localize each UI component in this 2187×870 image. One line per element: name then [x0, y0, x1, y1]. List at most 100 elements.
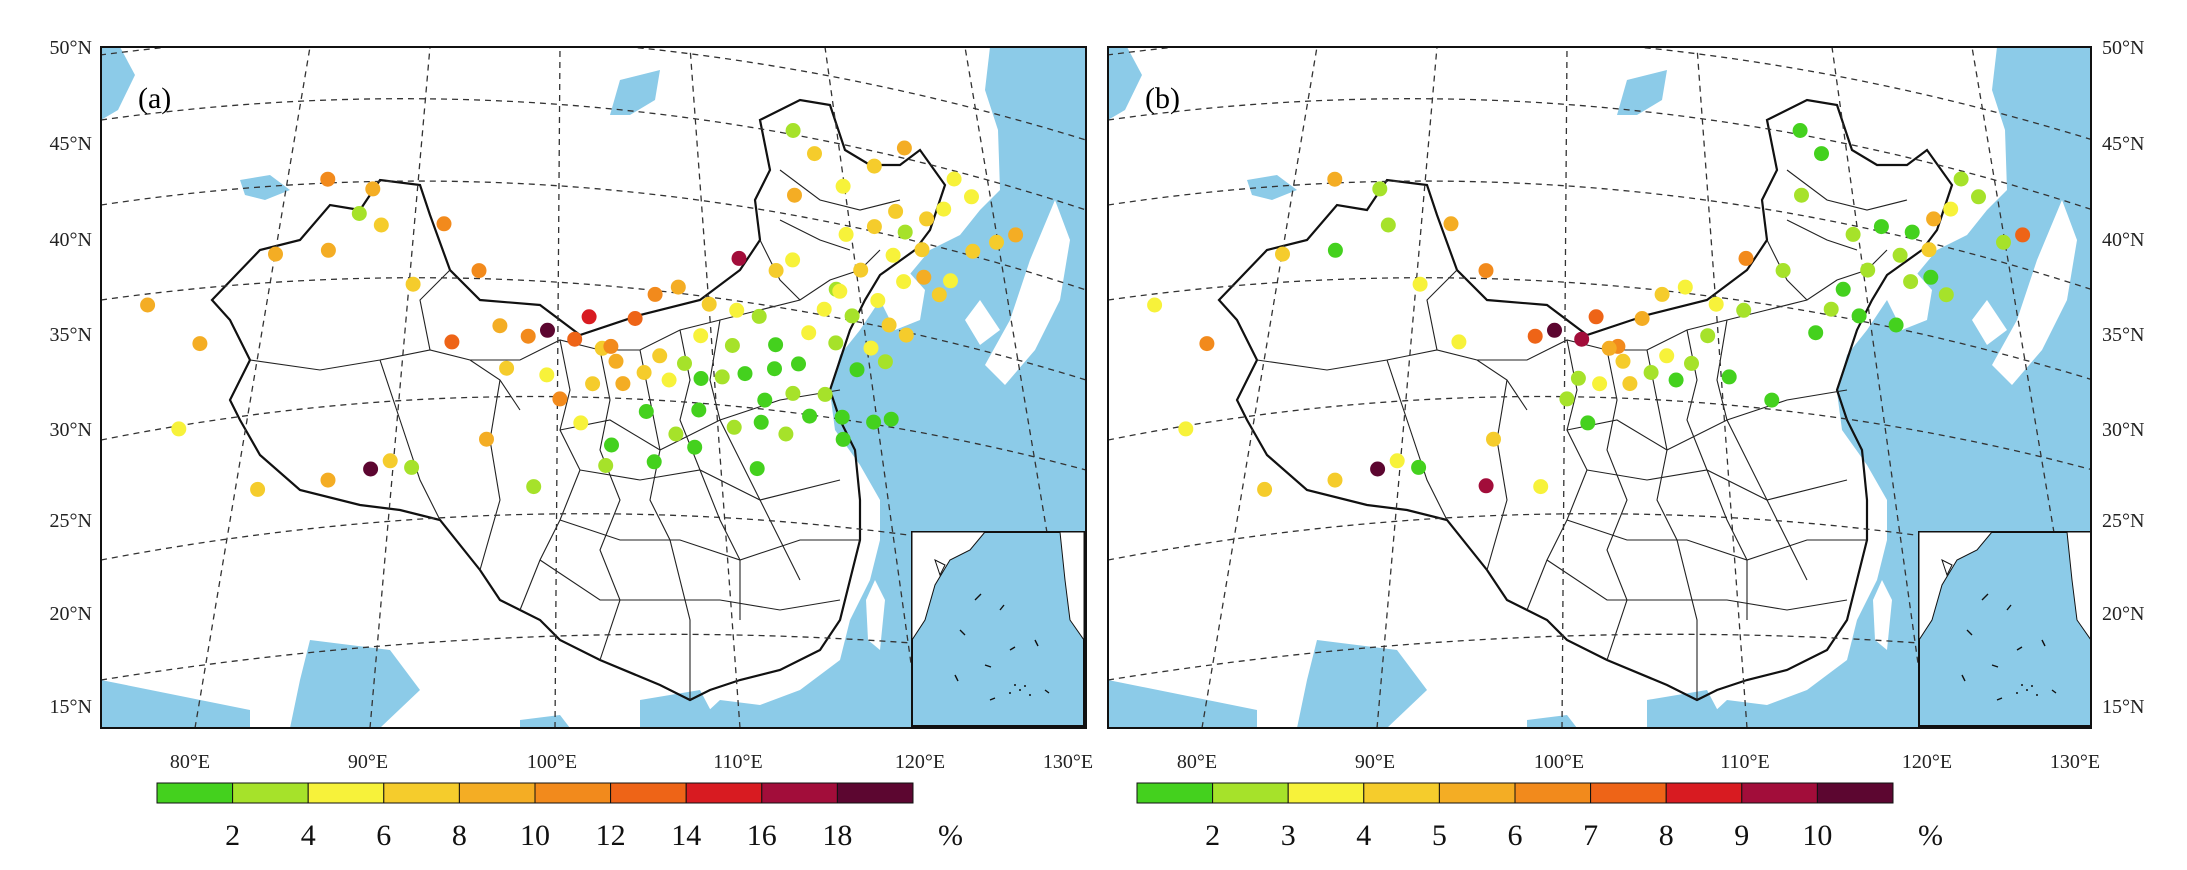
- station-point: [1888, 317, 1904, 333]
- station-point: [757, 392, 773, 408]
- station-point: [573, 415, 589, 431]
- colorbar-a: 2 4 6 8 10 12 14 16 18%: [156, 782, 963, 852]
- station-point: [729, 302, 745, 318]
- station-point: [1478, 263, 1494, 279]
- colorbar-swatch: [383, 782, 460, 804]
- station-point: [363, 461, 379, 477]
- lon-label: 110°E: [1720, 751, 1769, 773]
- station-point: [479, 431, 494, 447]
- colorbar-swatch: [1665, 782, 1743, 804]
- colorbar-swatch: [685, 782, 763, 804]
- station-point: [785, 123, 801, 138]
- station-point: [1668, 372, 1684, 388]
- station-point: [914, 242, 930, 258]
- lon-label: 90°E: [348, 751, 388, 773]
- station-point: [670, 279, 686, 295]
- station-point: [646, 454, 662, 470]
- lat-label: 50°N: [2102, 37, 2144, 59]
- province-borders: [1256, 169, 1908, 700]
- station-point: [1601, 340, 1617, 356]
- station-point: [726, 419, 742, 435]
- station-point: [1622, 376, 1638, 392]
- station-point: [585, 376, 601, 392]
- lon-label: 100°E: [527, 751, 577, 773]
- station-point: [404, 459, 420, 475]
- lon-labels-a: 80°E 90°E 100°E 110°E 120°E 130°E: [170, 751, 1093, 773]
- station-point: [1634, 311, 1650, 326]
- station-point: [785, 252, 801, 268]
- station-point: [714, 369, 730, 385]
- station-point: [1389, 453, 1405, 469]
- station-point: [1792, 123, 1808, 138]
- colorbar-swatch: [610, 782, 687, 804]
- station-point: [1738, 250, 1754, 266]
- lon-label: 80°E: [1177, 751, 1217, 773]
- station-point: [1486, 431, 1501, 447]
- colorbar-tick-label: 8: [452, 819, 467, 852]
- station-point: [1943, 201, 1959, 217]
- station-point: [677, 355, 692, 371]
- lon-label: 130°E: [2050, 751, 2100, 773]
- station-point: [540, 322, 555, 338]
- station-point: [2015, 227, 2031, 243]
- station-point: [885, 247, 901, 263]
- station-point: [1588, 309, 1604, 325]
- colorbar-unit: %: [1918, 819, 1943, 852]
- station-point: [1570, 370, 1586, 386]
- station-point: [870, 293, 886, 308]
- station-point: [1873, 219, 1889, 235]
- station-point: [1372, 181, 1388, 197]
- station-point: [581, 309, 597, 325]
- station-point: [1654, 286, 1670, 302]
- station-point: [603, 338, 619, 354]
- station-point: [896, 140, 912, 156]
- station-point: [1580, 415, 1596, 431]
- station-point: [828, 335, 844, 351]
- station-point: [552, 391, 568, 407]
- station-point: [731, 250, 747, 266]
- colorbar-tick-label: 12: [596, 819, 626, 852]
- lat-label: 25°N: [50, 510, 92, 532]
- station-point: [898, 327, 914, 343]
- map-panel-a: (a) 50°N 45°N 40°N 35°N 30°N 25°N 20°N 1…: [50, 37, 1094, 852]
- station-point: [866, 219, 882, 235]
- station-point: [636, 365, 652, 380]
- station-point: [693, 371, 709, 386]
- station-point: [753, 414, 769, 430]
- station-point: [1794, 187, 1809, 203]
- station-point: [816, 301, 832, 317]
- station-point: [140, 297, 156, 313]
- lon-label: 80°E: [170, 751, 210, 773]
- station-point: [1451, 334, 1467, 350]
- station-point: [171, 421, 187, 437]
- station-points-a: [140, 123, 1024, 497]
- station-point: [832, 283, 848, 299]
- colorbar-swatch: [1816, 782, 1894, 804]
- colorbar-swatch: [761, 782, 838, 804]
- lat-label: 30°N: [50, 419, 92, 441]
- station-point: [778, 426, 794, 442]
- station-point: [1559, 391, 1575, 407]
- station-point: [863, 340, 879, 356]
- station-point: [835, 431, 851, 447]
- station-point: [1615, 353, 1631, 369]
- station-point: [471, 263, 487, 279]
- station-point: [768, 337, 784, 353]
- station-point: [268, 246, 283, 262]
- colorbar-tick-label: 2: [225, 819, 240, 852]
- station-point: [1903, 274, 1919, 290]
- station-points-b: [1147, 123, 2031, 497]
- station-point: [701, 296, 717, 312]
- lat-label: 35°N: [2102, 324, 2144, 346]
- station-point: [1775, 263, 1791, 278]
- lon-label: 110°E: [713, 751, 762, 773]
- station-point: [382, 453, 398, 469]
- panel-label-a: (a): [138, 82, 171, 115]
- lat-label: 30°N: [2102, 419, 2144, 441]
- station-point: [1008, 227, 1024, 243]
- station-point: [1860, 262, 1876, 278]
- station-point: [499, 360, 515, 376]
- station-point: [373, 217, 389, 233]
- station-point: [834, 409, 850, 425]
